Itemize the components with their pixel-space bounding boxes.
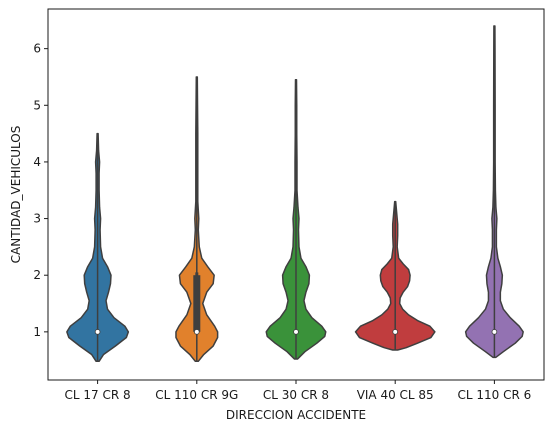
x-axis: CL 17 CR 8 CL 110 CR 9G CL 30 CR 8 VIA 40 C… [65,380,532,402]
y-tick-label: 6 [33,42,41,56]
x-tick-label: CL 30 CR 8 [263,388,329,402]
violin-median-point [392,329,399,335]
violin-median-point [293,329,299,335]
y-tick-label: 5 [33,98,41,112]
x-tick-label: CL 17 CR 8 [65,388,131,402]
x-tick-label: CL 110 CR 6 [458,388,532,402]
violin-median-point [194,329,200,335]
y-tick-label: 2 [33,268,41,282]
y-tick-label: 3 [33,212,41,226]
x-tick-label: CL 110 CR 9G [155,388,238,402]
violin-median-point [94,329,101,335]
violin-iqr-box [193,275,201,332]
x-axis-label: DIRECCION ACCIDENTE [226,408,366,422]
y-axis-label: CANTIDAD_VEHICULOS [9,126,23,264]
violin-median-point [491,329,498,335]
y-tick-label: 4 [33,155,41,169]
x-tick-label: VIA 40 CL 85 [357,388,434,402]
y-axis: 1 2 3 4 5 6 [33,42,48,339]
plot-area [66,25,524,363]
y-tick-label: 1 [33,325,41,339]
